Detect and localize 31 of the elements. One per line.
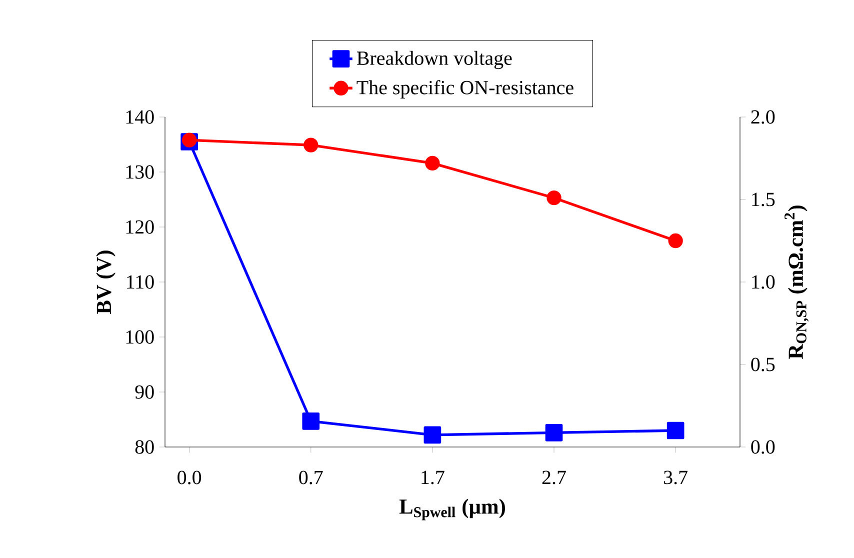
x-tick-label: 2.7 [542, 470, 566, 484]
x-tick-label: 0.7 [299, 470, 323, 484]
x-axis-title: L$_{Spwell}$ (µm) [399, 498, 505, 520]
y-axis-title: BV (V) [96, 250, 116, 314]
point [545, 424, 563, 442]
y2-tick-label: 0.5 [751, 358, 775, 372]
y-tick-label: 80 [135, 440, 154, 454]
legend-label: The specific ON-resistance [356, 80, 574, 98]
y2-axis-title: R$_{ON,SP}$ (mΩ.cm$^{2}$) [784, 206, 809, 360]
point [666, 422, 684, 440]
legend-label: Breakdown voltage [356, 50, 512, 70]
point [546, 190, 562, 206]
x-tick-label: 0.0 [178, 470, 202, 484]
point [424, 426, 442, 444]
point [182, 132, 197, 148]
y2-tick-label: 2.0 [751, 110, 775, 124]
y-tick-label: 120 [126, 220, 154, 234]
point [302, 412, 320, 430]
y-tick-label: 130 [126, 165, 154, 179]
y2-tick-label: 1.5 [752, 192, 775, 206]
y2-tick-label: 1.0 [752, 275, 775, 289]
x-tick-label: 3.7 [664, 470, 688, 484]
y-tick-label: 100 [126, 330, 154, 344]
point [668, 233, 683, 248]
y2-tick-label: 0.0 [751, 440, 775, 454]
y-tick-label: 110 [127, 275, 154, 289]
y-tick-label: 90 [135, 385, 154, 399]
x-tick-label: 1.7 [422, 470, 444, 484]
point [304, 138, 318, 152]
point [425, 156, 440, 171]
y-tick-label: 140 [126, 110, 154, 124]
